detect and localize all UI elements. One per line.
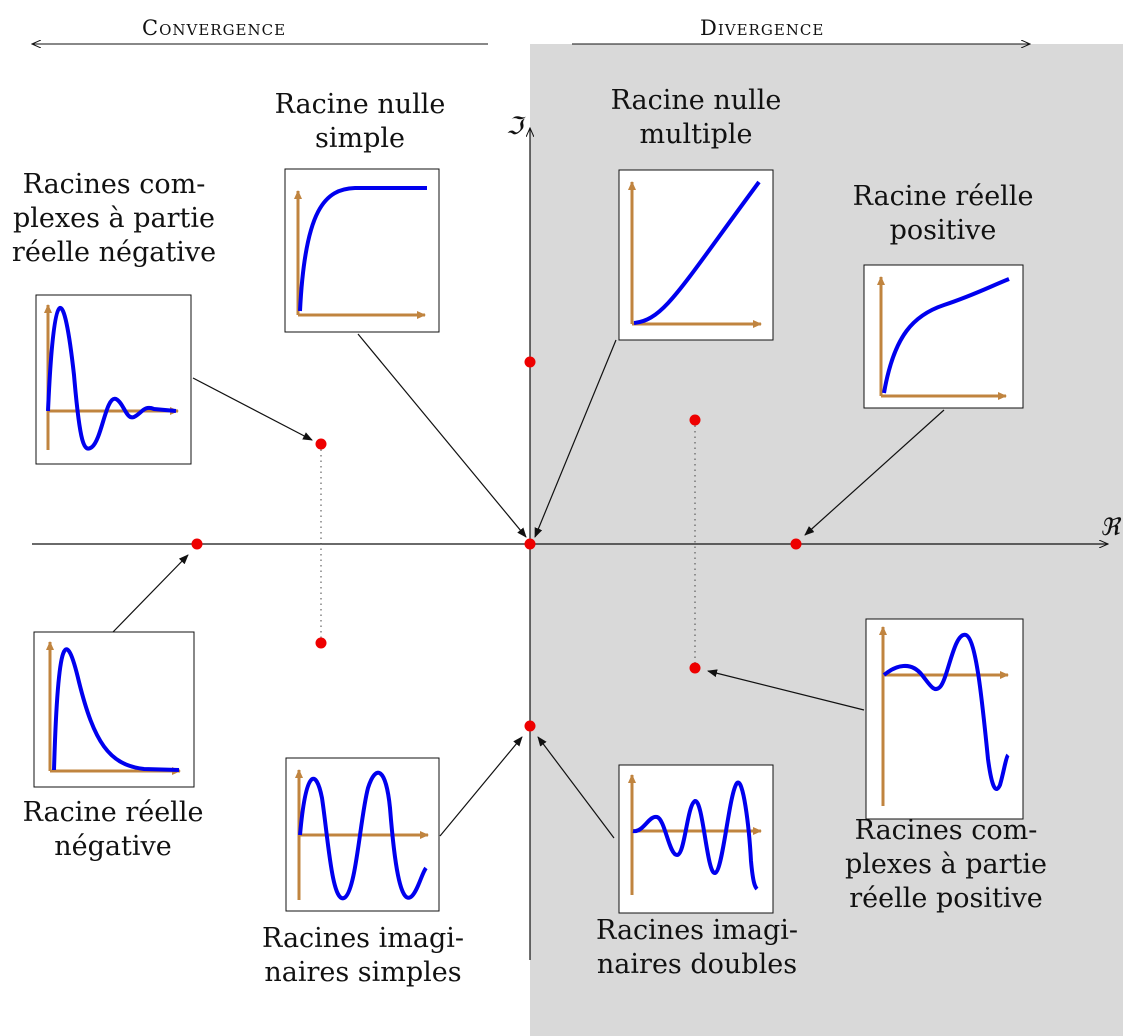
pointer-real-positive [804,409,945,536]
inset-complex-positive [865,618,1024,820]
poles [191,356,802,732]
label-complex-positive: Racines com-plexes à partie réelle positi… [845,815,1047,914]
inset-zero-multiple [618,169,774,341]
ramp-response-curve [633,180,761,325]
inset-real-positive [863,264,1024,409]
label-complex-negative: Racines com-plexes à partie réelle négati… [11,169,217,268]
inset-real-negative [33,631,195,788]
inset-complex-negative [35,294,192,465]
pointer-complex-positive [707,669,865,711]
pole-complex-positive-upper [689,414,701,426]
label-zero-multiple: Racine nulle multiple [610,85,782,150]
convergence-header: Convergence [142,16,287,40]
pole-real-positive [790,538,802,550]
pointer-real-negative [112,554,189,633]
growing-oscillation-curve [632,780,759,891]
inset-zero-simple [284,168,440,333]
divergence-header: Divergence [700,16,825,40]
pole-imag-positive [524,356,536,368]
inset-imag-simple [285,757,440,912]
pole-real-negative [191,538,203,550]
pole-zero [524,538,536,550]
pole-complex-negative-lower [315,637,327,649]
impulse-decay-curve [52,647,180,772]
step-response-curve [298,186,427,312]
label-real-positive: Racine réelle positive [852,181,1034,246]
damped-oscillation-curve [46,306,177,451]
inset-imag-double [618,764,774,914]
pointer-zero-simple [357,333,527,538]
pointer-imag-simple [439,736,523,837]
pole-complex-negative-upper [315,438,327,450]
pointer-imag-double [537,736,615,839]
unstable-oscillation-curve [882,633,1010,791]
growth-curve [882,277,1010,394]
pointer-zero-multiple [534,339,617,538]
pole-complex-positive-lower [689,662,701,674]
label-imag-simple: Racines imagi-naires simples [262,923,464,988]
label-real-negative: Racine réelle négative [22,797,204,862]
pointer-complex-negative [192,377,313,441]
label-imag-double: Racines imagi-naires doubles [596,915,798,980]
real-axis-symbol: ℜ [1100,513,1120,541]
sine-curve [298,770,428,901]
label-zero-simple: Racine nulle simple [274,89,446,154]
imaginary-axis-symbol: ℑ [506,112,523,140]
pole-imag-negative [524,720,536,732]
